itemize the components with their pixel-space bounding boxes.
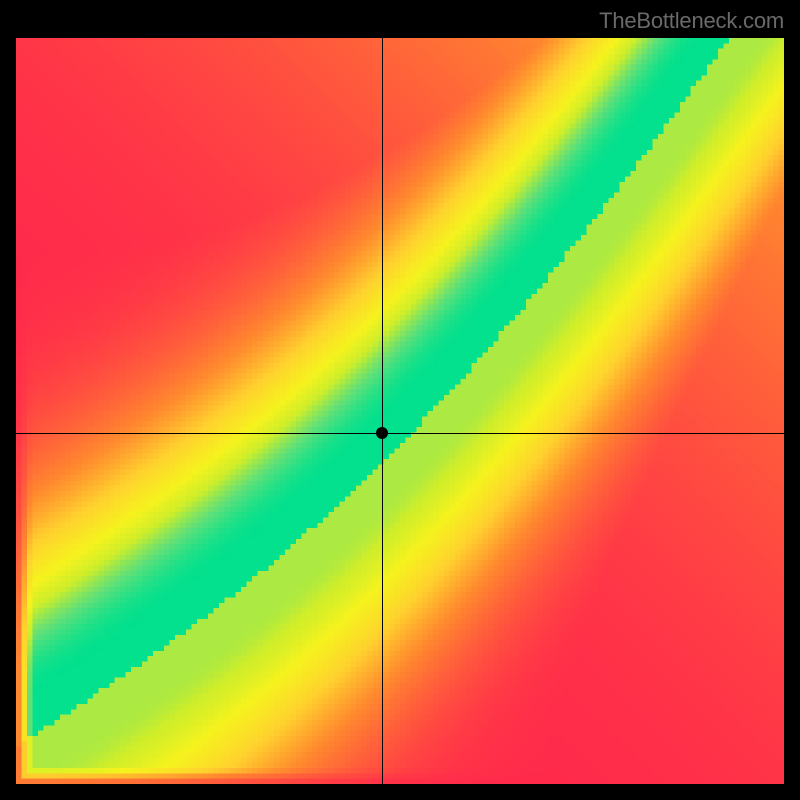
operating-point-marker — [376, 427, 388, 439]
heatmap-canvas — [16, 38, 784, 784]
crosshair-vertical — [382, 38, 383, 784]
crosshair-horizontal — [16, 433, 784, 434]
bottleneck-heatmap — [16, 38, 784, 784]
watermark-text: TheBottleneck.com — [599, 8, 784, 34]
